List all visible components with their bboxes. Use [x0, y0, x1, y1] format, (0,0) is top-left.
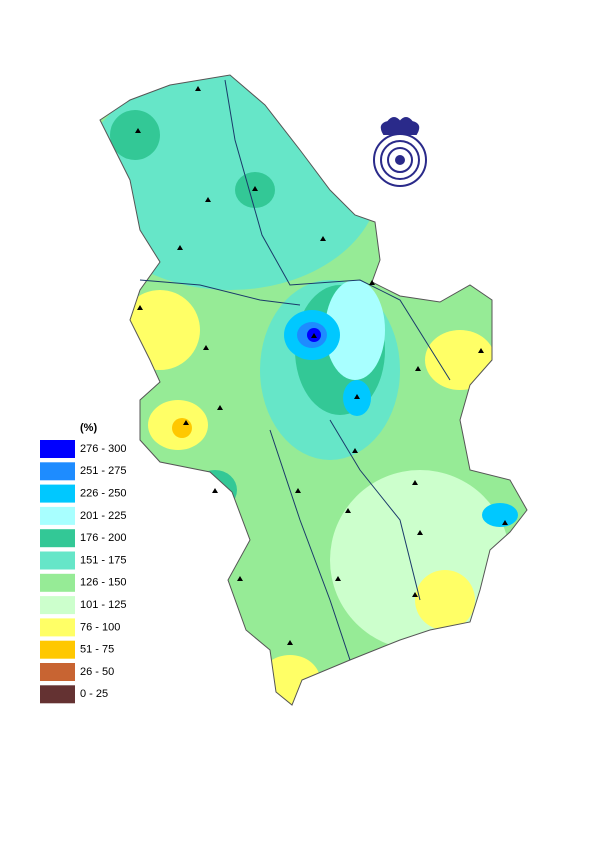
- legend-label: 151 - 175: [80, 554, 126, 566]
- legend-label: 51 - 75: [80, 644, 114, 656]
- legend-swatch: [40, 484, 75, 503]
- legend-label: 251 - 275: [80, 465, 126, 477]
- legend-swatch: [40, 663, 75, 681]
- legend-label: 176 - 200: [80, 532, 126, 544]
- legend-swatch: [40, 685, 75, 704]
- legend-swatch: [40, 551, 75, 570]
- legend-swatch: [40, 596, 75, 615]
- legend-swatch: [40, 440, 75, 458]
- legend-label: 26 - 50: [80, 666, 114, 678]
- legend-swatch: [40, 573, 75, 592]
- legend-swatch: [40, 529, 75, 548]
- legend-label: 226 - 250: [80, 488, 126, 500]
- legend-title: (%): [80, 422, 97, 434]
- border: [99, 74, 528, 706]
- legend-label: 101 - 125: [80, 599, 126, 611]
- legend-label: 201 - 225: [80, 510, 126, 522]
- legend-label: 76 - 100: [80, 621, 120, 633]
- rivers: [139, 79, 451, 661]
- legend-swatch: [40, 640, 75, 659]
- legend-swatch: [40, 462, 75, 481]
- legend-label: 0 - 25: [80, 688, 108, 700]
- legend-swatch: [40, 618, 75, 637]
- legend-label: 126 - 150: [80, 577, 126, 589]
- precipitation-map: [100, 75, 527, 705]
- legend-label: 276 - 300: [80, 443, 126, 455]
- legend: 276 - 300 251 - 275 226 - 250 201 - 225 176 …: [40, 440, 126, 704]
- logo: [373, 117, 427, 187]
- legend-swatch: [40, 506, 75, 525]
